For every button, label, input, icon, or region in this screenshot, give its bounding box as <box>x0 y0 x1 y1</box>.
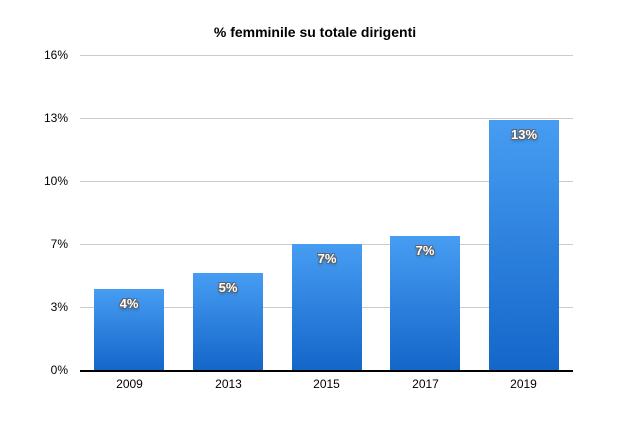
bar-value-label: 5% <box>218 280 238 295</box>
gridline <box>80 117 573 119</box>
bar: 13% <box>489 120 559 370</box>
x-axis-tick-label: 2017 <box>412 377 439 391</box>
bar-value-label: 7% <box>415 243 435 258</box>
x-axis-tick-label: 2013 <box>215 377 242 391</box>
y-axis-tick-label: 10% <box>43 174 68 188</box>
bar-value-label: 7% <box>317 251 337 266</box>
bar: 7% <box>292 244 362 370</box>
gridline <box>80 180 573 182</box>
x-axis-tick-label: 2019 <box>510 377 537 391</box>
y-axis-tick-label: 16% <box>43 48 68 62</box>
y-axis-tick-label: 0% <box>50 363 68 377</box>
bar: 5% <box>193 273 263 370</box>
plot-area: 4% 5% 7% 7% 13% <box>80 54 573 372</box>
x-axis-tick-label: 2015 <box>313 377 340 391</box>
y-axis-tick-label: 3% <box>50 300 68 314</box>
x-axis-tick-label: 2009 <box>116 377 143 391</box>
y-axis-tick-label: 7% <box>50 237 68 251</box>
bar-value-label: 4% <box>119 296 139 311</box>
bar-value-label: 13% <box>510 127 538 142</box>
bar: 4% <box>94 289 164 370</box>
bar: 7% <box>390 236 460 370</box>
gridline <box>80 54 573 56</box>
y-axis-tick-label: 13% <box>43 111 68 125</box>
chart-title: % femminile su totale dirigenti <box>213 24 417 40</box>
